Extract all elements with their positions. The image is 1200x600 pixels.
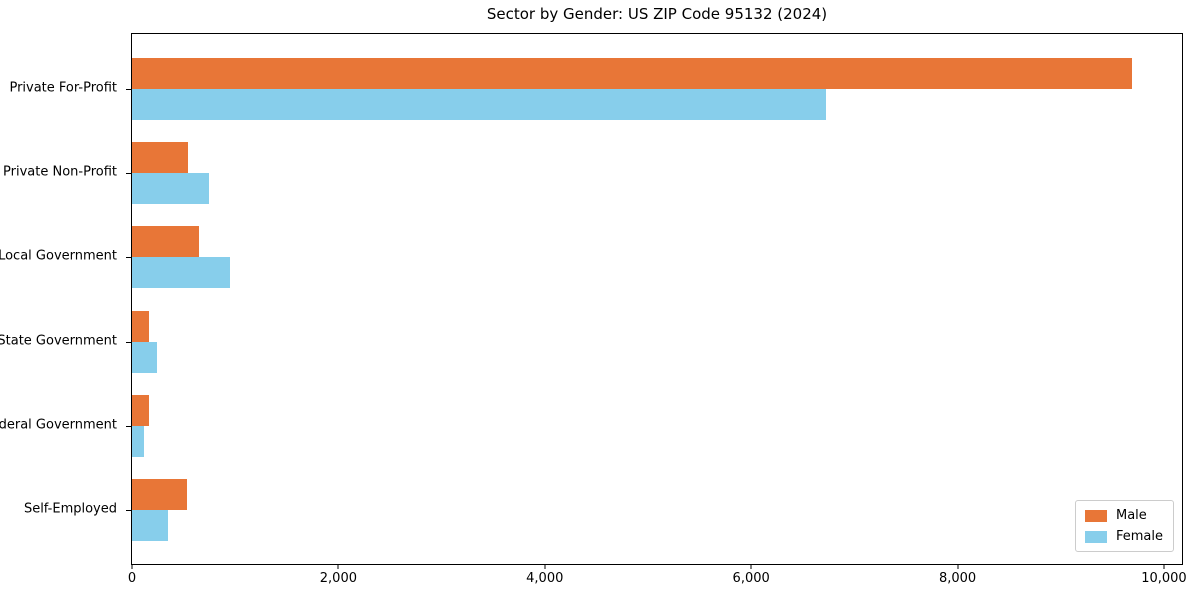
y-tick-label: State Government <box>0 333 117 349</box>
y-axis-labels: Private For-Profit Private Non-Profit Loca… <box>0 33 125 565</box>
bar-male-1 <box>132 58 1132 89</box>
bar-male-2 <box>132 142 188 174</box>
legend-swatch-female <box>1084 530 1107 543</box>
legend-swatch-male <box>1084 509 1107 522</box>
x-tick <box>750 564 752 569</box>
x-tick <box>544 564 546 569</box>
legend-label-female: Female <box>1115 529 1163 544</box>
legend-item-female: Female <box>1084 529 1163 544</box>
x-tick <box>1163 564 1165 569</box>
y-tick-label: Private Non-Profit <box>3 164 117 180</box>
x-tick <box>957 564 959 569</box>
bar-female-3 <box>132 257 231 289</box>
bar-female-6 <box>132 510 169 541</box>
bar-female-5 <box>132 425 145 457</box>
y-tick <box>126 425 131 427</box>
legend-label-male: Male <box>1115 508 1147 523</box>
x-tick <box>337 564 339 569</box>
chart-title: Sector by Gender: US ZIP Code 95132 (202… <box>486 5 828 23</box>
plot-area: Male Female 0 2,000 4,000 6,000 8,000 10,000 <box>126 33 1187 586</box>
bar-male-4 <box>132 310 149 342</box>
y-tick <box>126 341 131 343</box>
legend: Male Female <box>1074 500 1174 552</box>
bar-male-6 <box>132 479 187 510</box>
y-tick <box>126 257 131 259</box>
bar-female-2 <box>132 173 209 205</box>
x-tick-label: 6,000 <box>732 571 770 586</box>
y-tick <box>126 510 131 511</box>
x-tick-label: 8,000 <box>938 571 977 586</box>
bar-male-5 <box>132 394 149 426</box>
x-tick-label: 2,000 <box>319 571 357 586</box>
x-tick-label: 0 <box>127 571 137 586</box>
y-tick <box>126 173 131 175</box>
y-tick-label: Federal Government <box>0 417 117 433</box>
y-tick-label: Self-Employed <box>23 501 117 517</box>
y-tick <box>126 89 131 90</box>
y-tick-label: Local Government <box>0 248 117 264</box>
x-tick-label: 10,000 <box>1141 571 1187 586</box>
x-tick-label: 4,000 <box>526 571 564 586</box>
legend-item-male: Male <box>1084 508 1163 523</box>
x-tick <box>131 564 133 569</box>
bar-male-3 <box>132 226 200 258</box>
bar-female-1 <box>132 89 827 120</box>
y-tick-label: Private For-Profit <box>9 80 117 96</box>
bar-female-4 <box>132 341 157 373</box>
